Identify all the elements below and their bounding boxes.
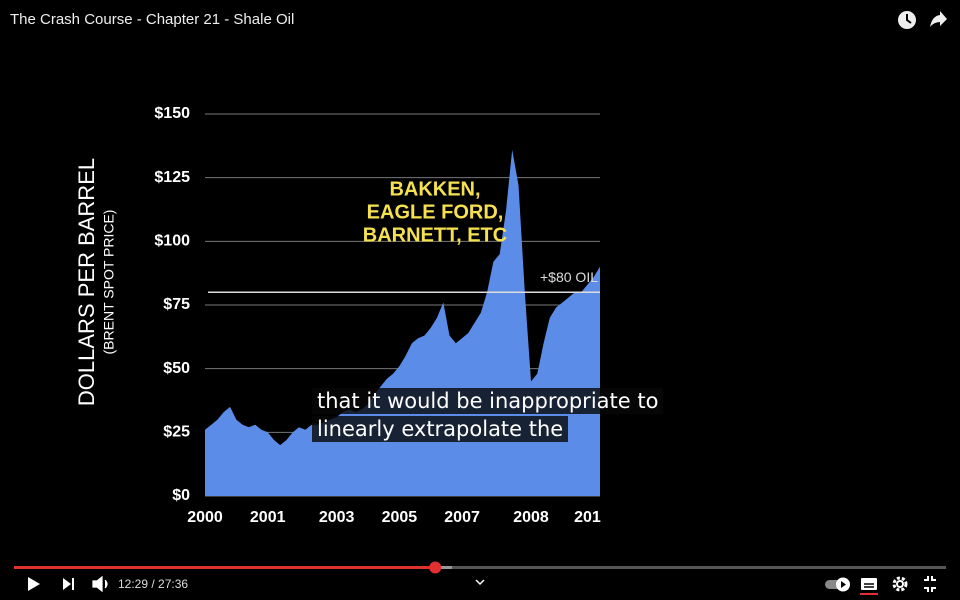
controls: 12:29 / 27:36 [14,561,946,595]
x-tick-label: 201 [574,509,601,526]
x-tick-label: 2007 [444,509,480,526]
x-tick-label: 2003 [319,509,355,526]
scrubber[interactable] [429,561,442,574]
play-button[interactable] [28,577,40,591]
caption-line: that it would be inappropriate to [312,388,664,414]
y-tick-label: $100 [154,233,190,250]
y-tick-label: $25 [163,424,190,441]
y-tick-label: $50 [163,360,190,377]
annotation: EAGLE FORD, [367,201,504,223]
y-axis-subtitle: (BRENT SPOT PRICE) [101,210,117,355]
caption-line: linearly extrapolate the [312,416,569,442]
y-tick-label: $125 [154,169,190,186]
volume-button[interactable] [92,575,108,593]
progress-track[interactable] [14,566,946,569]
subtitles-button[interactable] [860,578,878,595]
chart: $0 $25 $50 $75 $100 $125 $150 2000 2001 2003 2005 2… [74,105,601,526]
watch-later-icon[interactable] [898,11,916,29]
x-tick-label: 2001 [250,509,286,526]
chapters-chevron[interactable] [475,579,485,586]
x-tick-label: 2000 [187,509,223,526]
exit-fullscreen-button[interactable] [924,576,936,592]
time-display: 12:29 / 27:36 [118,577,188,591]
y-tick-label: $0 [172,487,190,504]
y-tick-label: $150 [154,105,190,122]
x-tick-label: 2008 [513,509,549,526]
settings-button[interactable] [892,576,908,592]
autoplay-toggle[interactable] [825,577,850,592]
x-tick-label: 2005 [382,509,418,526]
progress-played [14,566,436,569]
share-icon[interactable] [930,11,947,27]
y-axis-title: DOLLARS PER BARREL [74,158,99,406]
next-button[interactable] [63,578,74,590]
y-tick-label: $75 [163,296,190,313]
annotation: BARNETT, ETC [363,224,507,246]
video-title[interactable]: The Crash Course - Chapter 21 - Shale Oi… [10,11,294,28]
annotation: BAKKEN, [389,178,480,200]
reference-label: +$80 OIL [540,269,598,285]
